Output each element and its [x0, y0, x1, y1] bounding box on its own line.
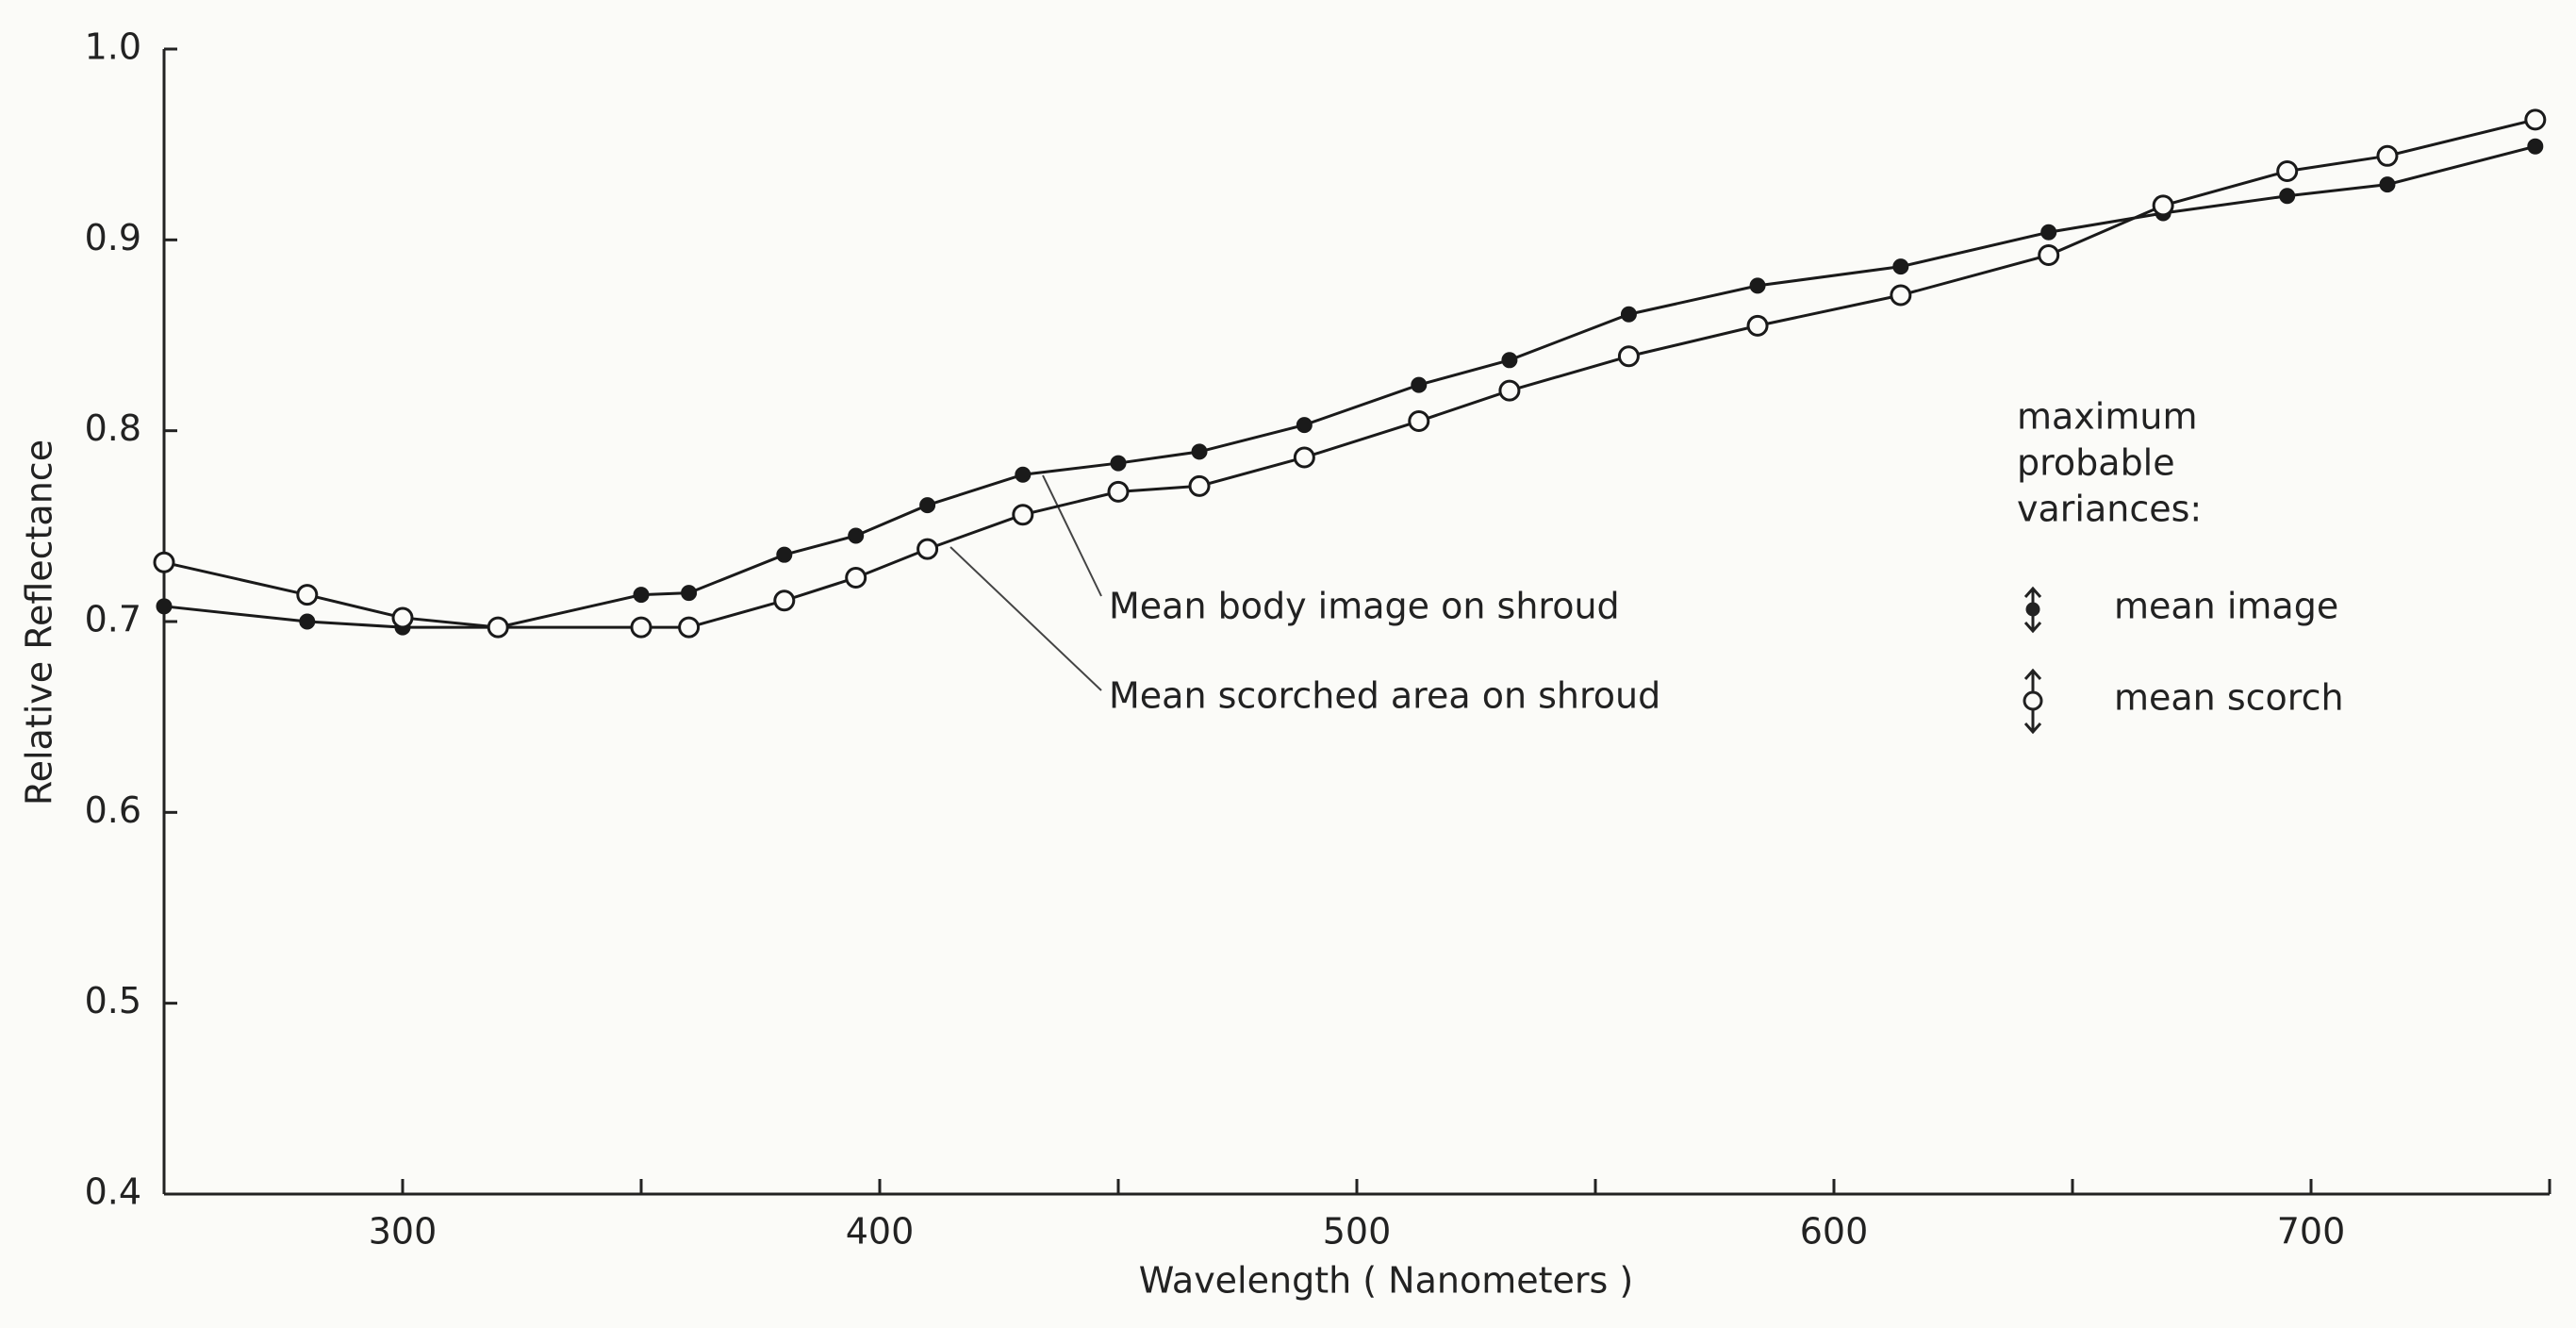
y-tick-label: 0.6	[85, 789, 141, 831]
annotation-arrow	[949, 546, 1102, 691]
point	[1892, 258, 1909, 275]
point	[1749, 277, 1766, 294]
legend-entry: mean scorch	[2114, 677, 2344, 719]
variance-icon-image	[2023, 586, 2042, 634]
point	[391, 606, 414, 629]
x-axis-label: Wavelength ( Nanometers )	[1139, 1260, 1633, 1302]
point	[776, 546, 793, 563]
variance-icons	[2023, 586, 2043, 735]
point	[1498, 379, 1521, 402]
y-tick-label: 0.8	[85, 407, 141, 449]
point	[633, 587, 650, 604]
x-tick-label: 300	[369, 1211, 438, 1253]
legend-title: variances:	[2017, 489, 2202, 530]
point	[773, 589, 796, 612]
point	[1293, 446, 1315, 469]
point	[1110, 455, 1127, 472]
point	[2379, 176, 2396, 193]
annotation: Mean body image on shroud	[1109, 586, 1620, 627]
point	[1617, 345, 1640, 368]
annotation: Mean scorched area on shroud	[1109, 675, 1660, 717]
point	[2276, 159, 2299, 182]
point	[2038, 244, 2060, 267]
y-tick-label: 0.5	[85, 980, 141, 1021]
point	[1746, 314, 1769, 337]
legend-title: probable	[2017, 442, 2175, 484]
point	[848, 527, 865, 544]
point	[919, 497, 936, 514]
variance-icon-scorch	[2023, 690, 2043, 711]
point	[487, 616, 509, 639]
x-tick-label: 700	[2277, 1211, 2346, 1253]
point	[1188, 474, 1211, 497]
variance-icon-scorch	[2023, 668, 2042, 735]
point	[1191, 443, 1208, 460]
point	[1620, 306, 1637, 323]
y-axis-label: Relative Reflectance	[19, 440, 60, 805]
point	[916, 538, 939, 560]
point	[678, 616, 701, 639]
y-tick-label: 0.4	[85, 1171, 141, 1213]
point	[1107, 480, 1130, 503]
point	[630, 616, 652, 639]
annotation-arrow	[1042, 474, 1102, 597]
x-tick-label: 500	[1323, 1211, 1392, 1253]
point	[2376, 144, 2399, 167]
point	[156, 598, 173, 615]
point	[2040, 224, 2057, 241]
point	[2524, 108, 2547, 131]
point	[296, 584, 319, 606]
point	[299, 613, 316, 630]
point	[1015, 466, 1032, 483]
y-tick-label: 0.7	[85, 599, 141, 640]
point	[1411, 376, 1428, 393]
point	[2527, 138, 2544, 155]
point	[1012, 504, 1034, 526]
point	[681, 585, 698, 602]
y-tick-label: 1.0	[85, 26, 141, 68]
x-tick-label: 600	[1800, 1211, 1869, 1253]
legend-title: maximum	[2017, 396, 2197, 438]
point	[845, 566, 867, 589]
point	[1296, 417, 1313, 434]
point	[1408, 410, 1430, 433]
legend-entry: mean image	[2114, 586, 2338, 627]
point	[1501, 352, 1518, 369]
point	[153, 551, 175, 573]
point	[2152, 194, 2174, 217]
y-tick-label: 0.9	[85, 217, 141, 258]
variance-icon-image	[2025, 602, 2040, 617]
point	[2279, 188, 2296, 205]
x-tick-label: 400	[846, 1211, 915, 1253]
point	[1890, 284, 1912, 307]
